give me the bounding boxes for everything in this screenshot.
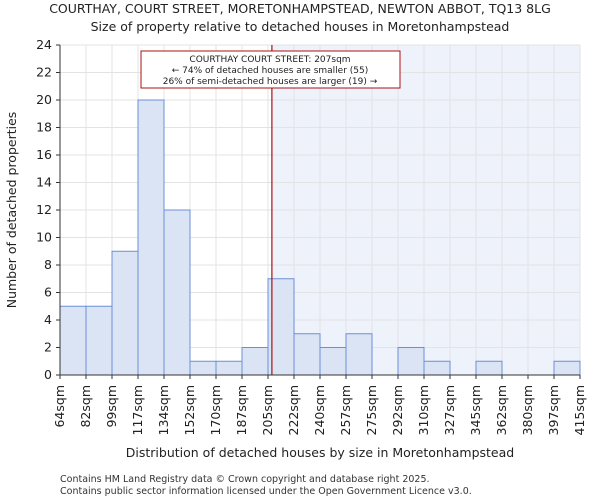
y-tick-label: 2 <box>44 340 52 355</box>
x-tick-label: 327sqm <box>442 385 457 435</box>
annotation-frame <box>140 50 401 89</box>
bar <box>293 333 321 376</box>
y-tick-label: 18 <box>36 120 52 135</box>
x-tick-label: 397sqm <box>546 385 561 435</box>
x-tick-label: 345sqm <box>468 385 483 435</box>
y-tick-label: 6 <box>44 285 52 300</box>
bar <box>345 333 373 376</box>
y-tick-label: 16 <box>36 147 52 162</box>
bar <box>215 360 243 376</box>
annotation-line-3: 26% of semi-detached houses are larger (… <box>163 77 378 87</box>
bar <box>85 305 113 376</box>
bars <box>59 99 581 376</box>
x-tick-label: 205sqm <box>260 385 275 435</box>
y-tick-label: 24 <box>36 37 52 52</box>
x-ticks: 64sqm 82sqm 99sqm 117sqm 134sqm 152sqm 170sqm 1… <box>52 375 587 435</box>
x-tick-label: 362sqm <box>494 385 509 435</box>
x-tick-label: 99sqm <box>104 385 119 428</box>
x-tick-label: 170sqm <box>208 385 223 435</box>
x-tick-label: 415sqm <box>572 385 587 435</box>
x-tick-label: 187sqm <box>234 385 249 435</box>
y-axis-label: Number of detached properties <box>4 112 19 309</box>
bar <box>163 209 191 376</box>
x-tick-label: 380sqm <box>520 385 535 435</box>
annotation-line-2: ← 74% of detached houses are smaller (55… <box>172 66 369 76</box>
x-tick-label: 117sqm <box>130 385 145 435</box>
y-tick-label: 20 <box>36 92 52 107</box>
bar <box>111 250 139 376</box>
x-tick-label: 222sqm <box>286 385 301 435</box>
x-tick-label: 275sqm <box>364 385 379 435</box>
y-tick-label: 14 <box>36 175 52 190</box>
chart-title: COURTHAY, COURT STREET, MORETONHAMPSTEAD… <box>49 1 551 16</box>
x-tick-label: 134sqm <box>156 385 171 435</box>
bar <box>59 305 87 376</box>
x-axis-label: Distribution of detached houses by size … <box>126 445 514 460</box>
annotation-line-1: COURTHAY COURT STREET: 207sqm <box>189 55 350 65</box>
y-tick-label: 4 <box>44 312 52 327</box>
bar <box>423 360 451 376</box>
x-tick-label: 257sqm <box>338 385 353 435</box>
bar <box>189 360 217 376</box>
x-tick-label: 82sqm <box>78 385 93 428</box>
chart-subtitle: Size of property relative to detached ho… <box>91 19 510 34</box>
bar <box>319 347 347 376</box>
x-tick-label: 240sqm <box>312 385 327 435</box>
x-tick-label: 152sqm <box>182 385 197 435</box>
x-tick-label: 292sqm <box>390 385 405 435</box>
y-tick-label: 12 <box>36 202 52 217</box>
x-tick-label: 310sqm <box>416 385 431 435</box>
bar <box>553 360 581 376</box>
bar <box>137 99 165 376</box>
y-tick-label: 10 <box>36 230 52 245</box>
y-tick-label: 8 <box>44 257 52 272</box>
y-tick-label: 0 <box>44 367 52 382</box>
y-tick-label: 22 <box>36 65 52 80</box>
bar <box>475 360 503 376</box>
x-tick-label: 64sqm <box>52 385 67 428</box>
footer-line-1: Contains HM Land Registry data © Crown c… <box>60 474 430 485</box>
bar <box>241 347 269 376</box>
footer-line-2: Contains public sector information licen… <box>60 486 472 497</box>
annotation-box: COURTHAY COURT STREET: 207sqm ← 74% of d… <box>140 50 401 89</box>
bar <box>397 347 425 376</box>
